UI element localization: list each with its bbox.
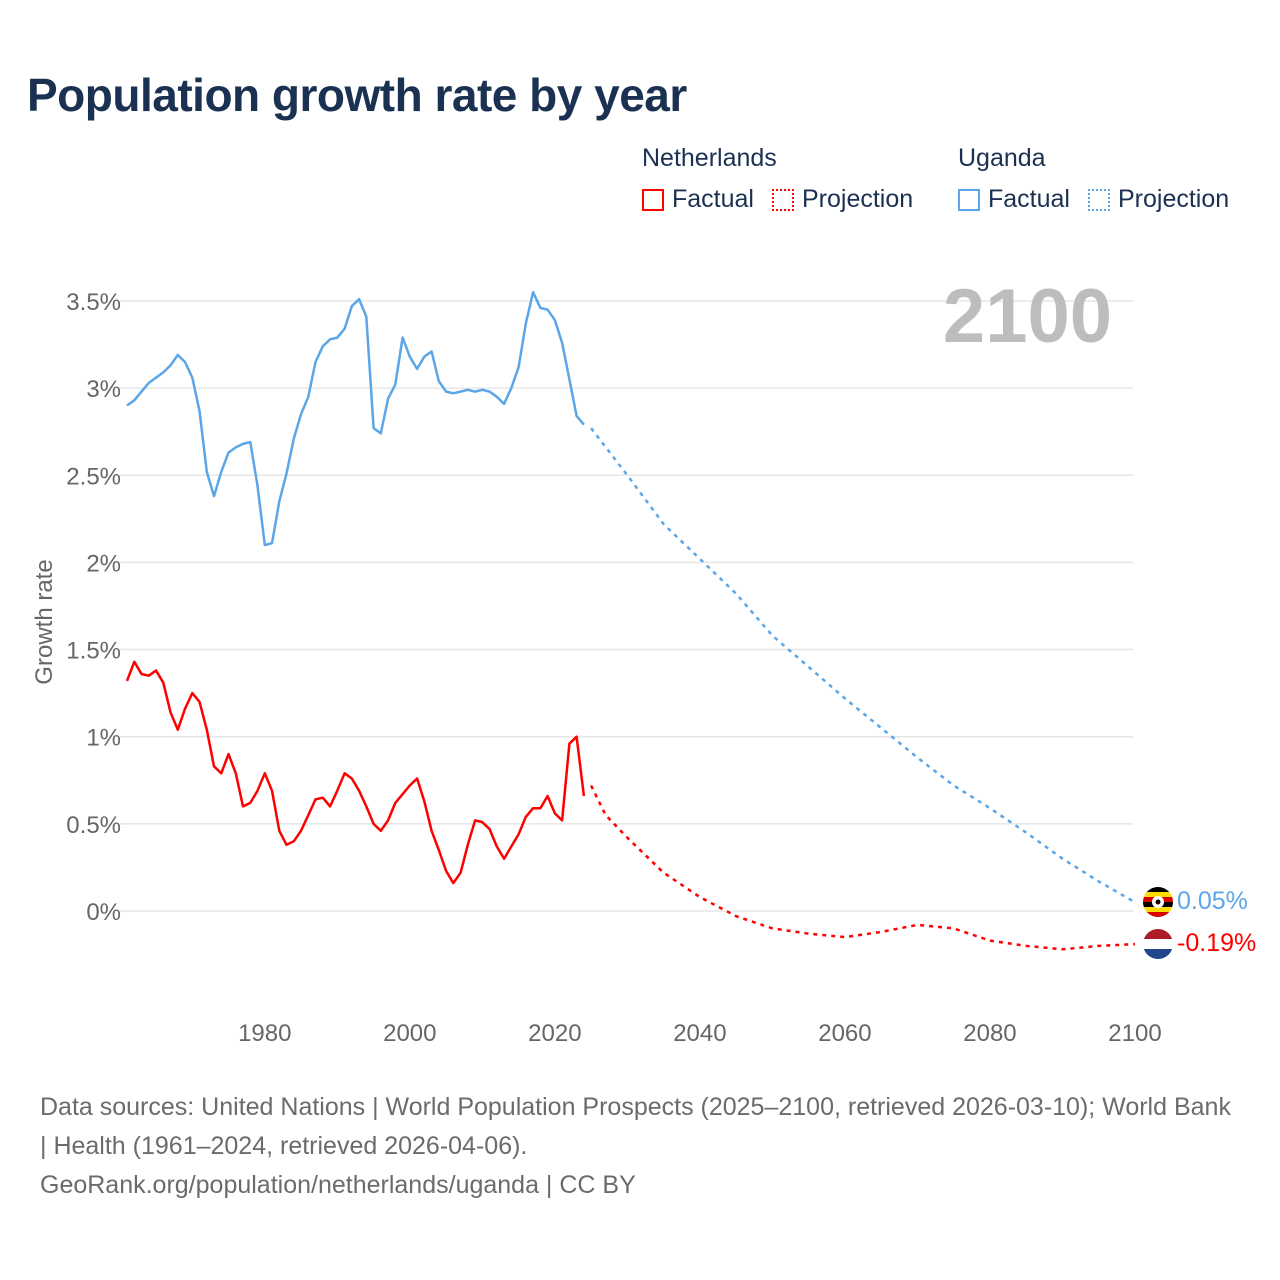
uganda-projection-line [590,427,1136,904]
current-year-label: 2100 [943,274,1112,359]
legend-item-uganda-factual[interactable]: Factual [958,185,1070,214]
x-tick-label: 2000 [383,1020,436,1047]
legend-item-netherlands-projection[interactable]: Projection [771,185,914,214]
crane-icon [1155,899,1161,905]
legend-netherlands: Netherlands Factual Projection [642,144,931,214]
netherlands-end-value: -0.19% [1177,929,1256,957]
legend-label: Projection [801,185,914,213]
y-tick-label: 2.5% [66,463,121,490]
footer: Data sources: United Nations | World Pop… [40,1088,1240,1205]
legend-uganda: Uganda Factual Projection [958,144,1229,214]
solid-swatch-icon [642,188,664,211]
legend-item-netherlands-factual[interactable]: Factual [642,185,754,214]
uganda-factual-line [126,290,585,547]
line-chart: 0% 0.5% 1% 1.5% 2% 2.5% 3% 3.5% 1980 2000 2020 2040… [31,274,1256,1047]
legend-label: Projection [1117,185,1230,213]
x-tick-label: 2040 [673,1020,726,1047]
data-sources: Data sources: United Nations | World Pop… [40,1093,1231,1160]
y-tick-label: 2% [86,550,121,577]
uganda-end-value: 0.05% [1177,887,1248,915]
x-tick-label: 2020 [528,1020,581,1047]
solid-swatch-icon [958,188,980,211]
dotted-swatch-icon [1087,188,1110,211]
netherlands-flag-icon [1143,929,1173,959]
netherlands-projection-line [589,784,1136,951]
credit-link[interactable]: GeoRank.org/population/netherlands/ugand… [40,1171,636,1199]
y-tick-label: 1% [86,725,121,752]
legend-label: Factual [988,185,1070,213]
legend-item-uganda-projection[interactable]: Projection [1087,185,1230,214]
y-tick-label: 0% [86,899,121,926]
y-tick-label: 1.5% [66,638,121,665]
x-tick-label: 2060 [818,1020,871,1047]
y-axis-label: Growth rate [31,559,58,684]
y-tick-label: 0.5% [66,812,121,839]
legend-group-name: Uganda [958,144,1046,172]
y-tick-label: 3% [86,376,121,403]
x-tick-label: 1980 [238,1020,291,1047]
chart-title: Population growth rate by year [27,69,687,121]
legend-label: Factual [672,185,754,213]
legend-group-name: Netherlands [642,144,777,172]
netherlands-factual-line [125,660,586,885]
x-tick-label: 2100 [1108,1020,1161,1047]
x-tick-label: 2080 [963,1020,1016,1047]
y-tick-label: 3.5% [66,289,121,316]
dotted-swatch-icon [771,188,794,211]
